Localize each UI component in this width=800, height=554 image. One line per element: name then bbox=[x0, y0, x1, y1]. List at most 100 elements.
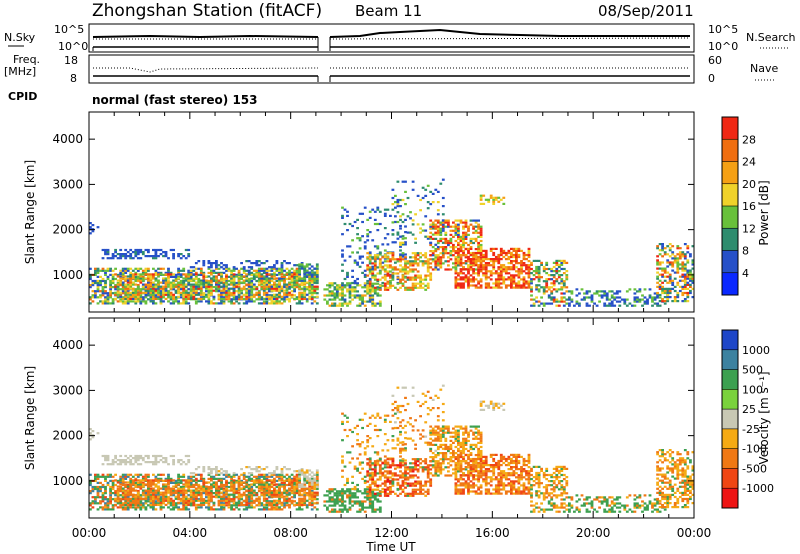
range-gate-cell bbox=[101, 277, 105, 281]
range-gate-cell bbox=[217, 302, 221, 305]
range-gate-cell bbox=[552, 270, 556, 273]
range-gate-cell bbox=[189, 502, 193, 505]
range-gate-cell bbox=[457, 256, 460, 259]
range-gate-cell bbox=[179, 257, 183, 260]
range-gate-cell bbox=[217, 289, 221, 292]
range-gate-cell bbox=[252, 288, 256, 291]
range-gate-cell bbox=[194, 285, 198, 288]
range-gate-cell bbox=[540, 263, 543, 266]
range-gate-cell bbox=[189, 489, 193, 492]
range-gate-cell bbox=[255, 477, 259, 480]
range-gate-cell bbox=[268, 281, 271, 284]
range-gate-cell bbox=[104, 492, 107, 495]
range-gate-cell bbox=[575, 302, 579, 305]
range-gate-cell bbox=[464, 256, 468, 259]
range-gate-cell bbox=[242, 275, 246, 278]
range-gate-cell bbox=[671, 279, 675, 282]
range-gate-cell bbox=[141, 269, 145, 272]
range-gate-cell bbox=[510, 274, 513, 277]
range-gate-cell bbox=[131, 293, 135, 296]
range-gate-cell bbox=[479, 198, 483, 201]
range-gate-cell bbox=[431, 252, 435, 255]
range-gate-cell bbox=[197, 279, 201, 282]
range-gate-cell bbox=[210, 508, 213, 511]
range-gate-cell bbox=[157, 492, 160, 495]
range-gate-cell bbox=[210, 506, 213, 509]
range-gate-cell bbox=[129, 489, 133, 492]
range-gate-cell bbox=[409, 288, 412, 291]
range-gate-cell bbox=[144, 492, 148, 495]
range-gate-cell bbox=[341, 294, 344, 297]
range-gate-cell bbox=[149, 499, 153, 502]
range-gate-cell bbox=[431, 258, 435, 261]
range-gate-cell bbox=[172, 300, 175, 303]
range-gate-cell bbox=[225, 266, 228, 269]
range-gate-cell bbox=[235, 284, 238, 287]
range-gate-cell bbox=[673, 285, 677, 288]
range-gate-cell bbox=[169, 493, 173, 496]
range-gate-cell bbox=[199, 487, 203, 491]
range-gate-cell bbox=[157, 489, 160, 492]
range-gate-cell bbox=[295, 492, 299, 495]
range-gate-cell bbox=[159, 285, 163, 288]
range-gate-cell bbox=[341, 304, 344, 307]
range-gate-cell bbox=[338, 284, 342, 287]
range-gate-cell bbox=[439, 252, 443, 255]
range-gate-cell bbox=[565, 274, 569, 277]
range-gate-cell bbox=[184, 289, 188, 292]
range-gate-cell bbox=[300, 283, 304, 286]
range-gate-cell bbox=[376, 278, 380, 281]
range-gate-cell bbox=[363, 300, 367, 303]
range-gate-cell bbox=[179, 497, 183, 500]
range-gate-cell bbox=[222, 495, 226, 498]
range-gate-cell bbox=[550, 282, 554, 285]
range-gate-cell bbox=[167, 293, 170, 296]
range-gate-cell bbox=[426, 264, 430, 267]
range-gate-cell bbox=[119, 277, 123, 280]
range-gate-cell bbox=[126, 255, 130, 258]
range-gate-cell bbox=[116, 281, 120, 285]
range-gate-cell bbox=[99, 475, 102, 478]
range-gate-cell bbox=[399, 258, 402, 261]
range-gate-cell bbox=[434, 256, 438, 259]
range-gate-cell bbox=[338, 286, 342, 289]
range-gate-cell bbox=[683, 255, 687, 258]
range-gate-cell bbox=[134, 479, 138, 482]
range-gate-cell bbox=[212, 492, 216, 495]
range-gate-cell bbox=[147, 475, 150, 478]
range-gate-cell bbox=[121, 477, 125, 480]
range-gate-cell bbox=[469, 258, 473, 261]
range-gate-cell bbox=[230, 277, 233, 280]
range-gate-cell bbox=[215, 483, 218, 486]
range-gate-cell bbox=[152, 257, 155, 260]
range-gate-cell bbox=[197, 277, 201, 281]
range-gate-cell bbox=[557, 263, 561, 266]
range-gate-cell bbox=[560, 274, 564, 277]
range-gate-cell bbox=[131, 295, 135, 298]
range-gate-cell bbox=[568, 290, 571, 293]
range-gate-cell bbox=[96, 487, 100, 491]
range-gate-cell bbox=[358, 294, 362, 297]
range-gate-cell bbox=[250, 492, 254, 495]
range-gate-cell bbox=[116, 296, 120, 299]
range-gate-cell bbox=[152, 473, 155, 476]
range-gate-cell bbox=[310, 279, 314, 282]
range-gate-cell bbox=[303, 288, 307, 291]
range-gate-cell bbox=[467, 251, 470, 255]
range-gate-cell bbox=[136, 277, 140, 281]
range-gate-cell bbox=[373, 288, 377, 291]
range-gate-cell bbox=[129, 500, 133, 503]
range-gate-cell bbox=[144, 289, 148, 292]
range-gate-cell bbox=[139, 508, 143, 511]
range-gate-cell bbox=[497, 266, 501, 269]
range-gate-cell bbox=[172, 253, 175, 256]
range-gate-cell bbox=[192, 475, 196, 478]
range-gate-cell bbox=[396, 233, 400, 236]
range-gate-cell bbox=[179, 284, 183, 287]
range-gate-cell bbox=[136, 253, 140, 256]
range-gate-cell bbox=[220, 279, 223, 282]
range-gate-cell bbox=[179, 487, 183, 491]
range-gate-cell bbox=[134, 283, 138, 286]
range-gate-cell bbox=[230, 498, 233, 501]
range-gate-cell bbox=[568, 304, 571, 307]
